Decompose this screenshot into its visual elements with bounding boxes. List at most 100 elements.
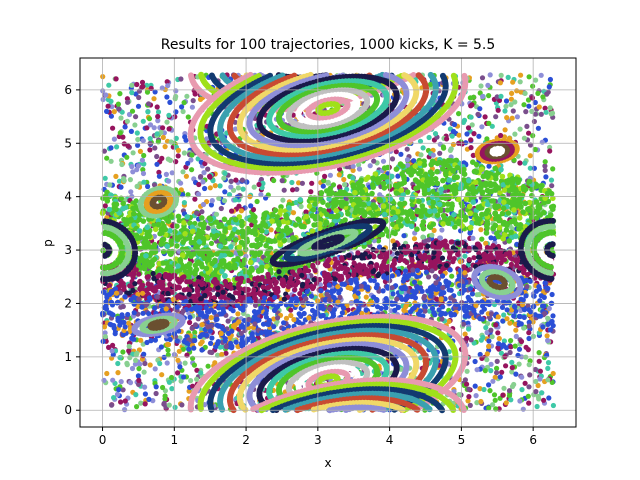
trajectory-point: [151, 96, 157, 102]
trajectory-point: [508, 102, 514, 108]
trajectory-point: [115, 101, 121, 107]
trajectory-point: [468, 145, 474, 151]
trajectory-point: [519, 387, 525, 393]
trajectory-point: [501, 187, 508, 193]
trajectory-point: [208, 202, 214, 208]
trajectory-point: [527, 153, 533, 159]
trajectory-point: [179, 104, 185, 110]
trajectory-point: [404, 218, 411, 224]
trajectory-point: [513, 327, 519, 333]
trajectory-point: [487, 72, 493, 78]
trajectory-point: [547, 76, 554, 83]
trajectory-point: [159, 230, 165, 236]
trajectory-point: [448, 158, 454, 164]
trajectory-point: [439, 227, 445, 233]
trajectory-point: [527, 165, 533, 171]
trajectory-point: [529, 95, 536, 101]
trajectory-point: [155, 113, 161, 120]
trajectory-point: [548, 204, 555, 210]
trajectory-point: [139, 157, 145, 163]
trajectory-point: [350, 167, 356, 173]
trajectory-point: [342, 182, 348, 188]
trajectory-point: [178, 180, 184, 186]
trajectory-point: [147, 122, 154, 128]
trajectory-point: [189, 104, 195, 110]
trajectory-point: [142, 391, 148, 397]
trajectory-point: [113, 76, 119, 82]
trajectory-point: [341, 176, 347, 183]
trajectory-point: [238, 208, 244, 214]
trajectory-point: [356, 162, 362, 168]
trajectory-point: [290, 210, 297, 216]
trajectory-point: [467, 224, 474, 231]
trajectory-point: [546, 395, 552, 401]
trajectory-point: [508, 338, 514, 344]
trajectory-point: [166, 126, 172, 132]
trajectory-point: [484, 351, 490, 357]
trajectory-point: [104, 155, 110, 161]
trajectory-point: [327, 172, 333, 178]
trajectory-point: [165, 83, 171, 89]
trajectory-point: [389, 156, 396, 162]
trajectory-point: [505, 74, 511, 80]
trajectory-point: [167, 251, 174, 257]
trajectory-point: [154, 104, 160, 110]
trajectory-point: [221, 198, 228, 204]
trajectory-point: [288, 307, 294, 313]
trajectory-point: [297, 197, 304, 203]
trajectory-point: [477, 386, 483, 392]
trajectory-point: [526, 74, 532, 80]
trajectory-point: [467, 402, 473, 408]
trajectory-point: [167, 227, 173, 234]
trajectory-point: [398, 151, 404, 157]
trajectory-point: [398, 223, 404, 229]
trajectory-point: [120, 205, 126, 212]
trajectory-point: [336, 184, 343, 190]
trajectory-point: [175, 213, 182, 220]
trajectory-point: [320, 199, 326, 205]
trajectory-point: [509, 186, 516, 193]
trajectory-point: [173, 93, 179, 100]
trajectory-point: [102, 334, 108, 340]
trajectory-point: [486, 163, 492, 169]
trajectory-point: [527, 372, 533, 378]
trajectory-point: [111, 109, 117, 115]
trajectory-point: [134, 130, 140, 136]
trajectory-point: [157, 360, 163, 367]
trajectory-point: [369, 190, 375, 197]
trajectory-point: [456, 196, 462, 203]
trajectory-point: [122, 407, 128, 413]
trajectory-point: [545, 365, 551, 371]
trajectory-point: [121, 141, 127, 147]
trajectory-point: [152, 226, 159, 233]
trajectory-point: [526, 362, 532, 368]
trajectory-point: [135, 373, 141, 379]
trajectory-point: [267, 267, 274, 273]
trajectory-point: [178, 76, 184, 82]
trajectory-point: [194, 376, 200, 382]
trajectory-point: [122, 398, 128, 404]
trajectory-point: [512, 343, 518, 349]
trajectory-point: [142, 401, 148, 407]
trajectory-point: [486, 120, 492, 126]
trajectory-point: [128, 128, 134, 134]
trajectory-point: [133, 392, 139, 398]
trajectory-point: [125, 143, 131, 149]
trajectory-point: [320, 183, 326, 189]
trajectory-point: [536, 358, 542, 364]
trajectory-point: [177, 364, 183, 370]
trajectory-point: [539, 139, 545, 145]
trajectory-point: [283, 315, 290, 321]
trajectory-point: [537, 368, 544, 374]
trajectory-point: [501, 134, 508, 140]
trajectory-point: [540, 94, 546, 100]
trajectory-point: [209, 349, 215, 356]
trajectory-point: [127, 355, 133, 361]
trajectory-point: [154, 161, 160, 167]
trajectory-point: [536, 396, 542, 402]
trajectory-point: [544, 333, 550, 339]
trajectory-point: [456, 132, 462, 138]
trajectory-point: [522, 90, 528, 96]
trajectory-point: [330, 200, 336, 206]
trajectory-point: [183, 173, 189, 179]
